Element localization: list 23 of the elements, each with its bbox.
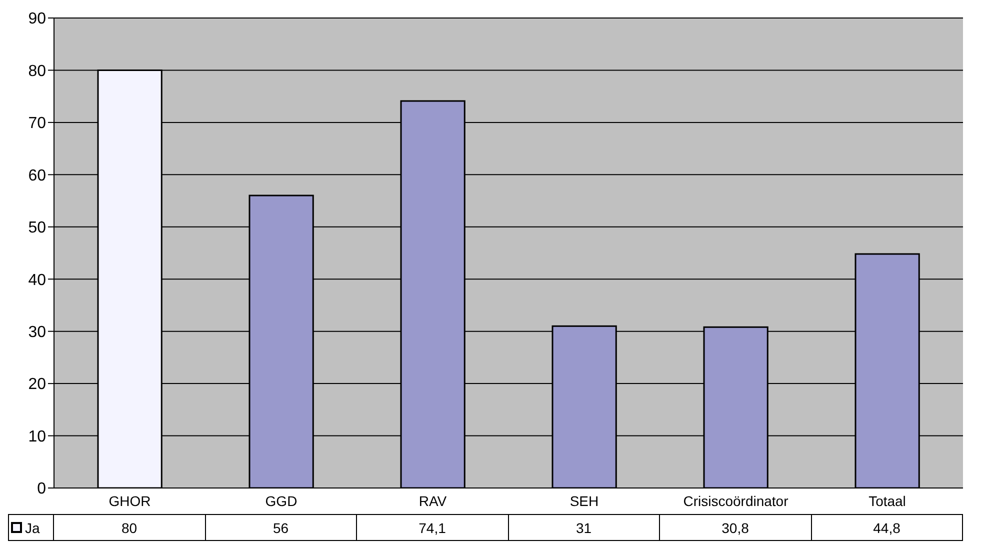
- x-tick-label: Totaal: [868, 492, 906, 509]
- legend-label: Ja: [25, 520, 40, 536]
- data-label: 30,8: [660, 514, 812, 541]
- y-tick-label: 60: [28, 167, 46, 184]
- y-tick-label: 0: [37, 480, 46, 498]
- data-label: 80: [54, 514, 206, 541]
- y-tick-label: 70: [28, 115, 46, 132]
- x-tick-label: GGD: [265, 492, 298, 509]
- data-label: 31: [508, 514, 660, 541]
- y-tick-label: 90: [28, 10, 46, 28]
- x-tick-label: SEH: [570, 492, 599, 509]
- x-tick-label: GHOR: [108, 492, 151, 509]
- y-tick-label: 30: [28, 324, 46, 342]
- data-label: 74,1: [357, 514, 508, 541]
- x-tick-label: RAV: [418, 492, 448, 509]
- data-label: 44,8: [812, 514, 963, 541]
- x-tick-label: Crisiscoördinator: [683, 492, 789, 509]
- data-label: 56: [206, 514, 357, 541]
- y-tick-label: 40: [28, 272, 46, 289]
- y-tick-label: 10: [28, 428, 46, 446]
- y-tick-label: 50: [28, 220, 46, 237]
- y-tick-label: 80: [28, 62, 46, 80]
- y-tick-label: 20: [28, 376, 46, 394]
